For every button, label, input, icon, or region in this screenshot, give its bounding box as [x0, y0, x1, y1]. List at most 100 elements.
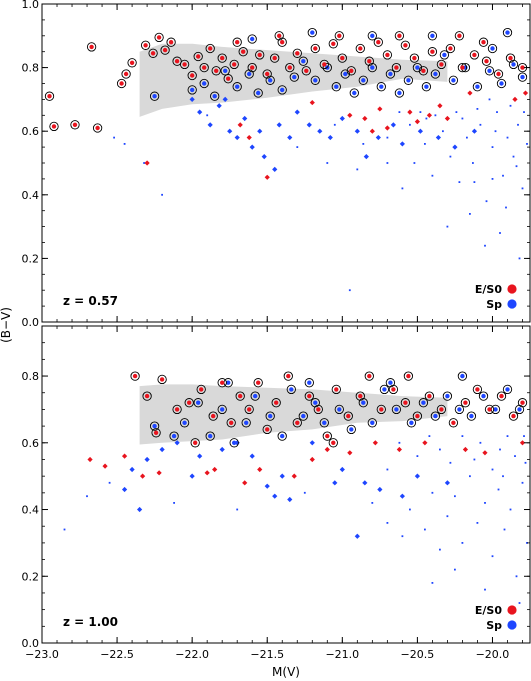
sp-ringed-point — [445, 393, 450, 399]
sp-faint-point — [442, 130, 444, 133]
sp-ringed-point — [505, 30, 510, 35]
plot-frame-bottom — [41, 325, 531, 644]
es0-ringed-point — [153, 430, 159, 435]
es0-diamond-point — [444, 115, 451, 122]
x-tick-label: −20.5 — [401, 648, 435, 661]
es0-ringed-point — [162, 47, 168, 53]
sp-faint-point — [348, 289, 351, 292]
es0-ringed-ring — [517, 398, 528, 408]
es0-ringed-point — [287, 65, 292, 70]
sp-diamond-point — [222, 96, 228, 102]
sp-ringed-point — [388, 71, 393, 77]
es0-ringed-ring — [208, 411, 218, 421]
sp-faint-point — [496, 111, 498, 113]
es0-ringed-ring — [304, 391, 314, 401]
es0-ringed-point — [448, 46, 453, 51]
es0-ringed-point — [406, 373, 411, 379]
es0-ringed-point — [123, 71, 129, 77]
es0-ringed-point — [379, 407, 384, 412]
sp-ringed-ring — [394, 88, 405, 98]
es0-ringed-point — [496, 71, 501, 77]
sp-faint-point — [484, 588, 486, 591]
x-axis-title: M(V) — [272, 665, 300, 679]
sp-faint-point — [479, 123, 482, 126]
es0-ringed-point — [415, 413, 420, 419]
sp-ringed-point — [313, 400, 318, 405]
es0-diamond-point — [396, 446, 402, 453]
es0-ringed-ring — [151, 428, 161, 438]
sp-ringed-ring — [286, 384, 296, 395]
marks-top — [44, 27, 529, 292]
sp-ringed-ring — [376, 82, 386, 92]
sp-ringed-ring — [253, 88, 263, 98]
es0-ringed-ring — [355, 391, 365, 401]
sp-faint-point — [449, 461, 452, 464]
sp-faint-point — [108, 481, 111, 484]
sp-faint-point — [515, 165, 518, 168]
sp-ringed-ring — [412, 62, 423, 73]
sp-faint-point — [484, 244, 486, 247]
sp-ringed-ring — [277, 431, 287, 441]
sp-ringed-ring — [229, 438, 239, 448]
es0-ringed-point — [397, 33, 402, 38]
sp-ringed-ring — [149, 91, 160, 101]
sp-ringed-ring — [367, 62, 377, 73]
es0-diamond-point — [156, 470, 162, 476]
sp-ringed-ring — [385, 378, 396, 388]
es0-ringed-point — [232, 62, 237, 67]
es0-ringed-point — [322, 62, 327, 67]
sp-faint-point — [476, 522, 479, 524]
sp-ringed-ring — [187, 85, 197, 95]
es0-diamond-point — [369, 128, 375, 134]
sp-ringed-ring — [247, 34, 257, 44]
sp-ringed-ring — [502, 27, 513, 38]
es0-ringed-ring — [92, 123, 103, 133]
sp-faint-point — [333, 123, 336, 126]
sp-faint-point — [431, 491, 434, 494]
y-tick-label: 0.8 — [22, 370, 40, 383]
sp-faint-point — [484, 502, 486, 504]
es0-ringed-ring — [364, 56, 374, 66]
sp-ringed-point — [457, 407, 462, 412]
sp-faint-point — [517, 123, 519, 126]
es0-ringed-point — [295, 420, 300, 425]
sp-diamond-point — [306, 122, 312, 128]
sp-ringed-ring — [310, 398, 320, 408]
sp-faint-point — [401, 187, 404, 190]
sp-faint-point — [416, 455, 419, 457]
es0-diamond-point — [347, 450, 353, 456]
sp-faint-point — [398, 111, 401, 113]
sp-ringed-point — [223, 68, 228, 74]
sp-ringed-ring — [199, 78, 209, 89]
es0-ringed-ring — [481, 56, 492, 66]
es0-ringed-ring — [343, 411, 353, 421]
sp-faint-point — [491, 555, 494, 558]
sp-ringed-point — [202, 81, 207, 86]
es0-ringed-point — [325, 433, 330, 439]
es0-ringed-ring — [166, 37, 176, 47]
sp-diamond-point — [354, 533, 360, 539]
es0-ringed-point — [439, 62, 444, 67]
es0-ringed-ring — [127, 58, 137, 68]
es0-ringed-point — [403, 43, 408, 48]
es0-diamond-point — [257, 466, 263, 473]
sp-diamond-point — [144, 456, 150, 463]
y-tick-label: 0.4 — [22, 504, 40, 517]
es0-ringed-ring — [274, 31, 284, 41]
sp-faint-point — [386, 162, 389, 164]
sp-faint-point — [431, 174, 434, 177]
legend-label: Sp — [486, 619, 502, 632]
sp-ringed-point — [182, 420, 187, 425]
es0-ringed-ring — [337, 53, 347, 63]
es0-ringed-ring — [253, 378, 263, 388]
es0-diamond-point — [414, 119, 420, 125]
es0-ringed-ring — [262, 424, 272, 435]
sp-faint-point — [161, 193, 163, 196]
sp-ringed-ring — [331, 82, 341, 92]
sp-faint-point — [461, 117, 464, 120]
es0-ringed-ring — [373, 37, 383, 47]
sp-ringed-point — [442, 52, 447, 58]
es0-ringed-point — [472, 52, 477, 58]
es0-ringed-ring — [436, 59, 447, 70]
sp-ringed-ring — [210, 91, 220, 101]
